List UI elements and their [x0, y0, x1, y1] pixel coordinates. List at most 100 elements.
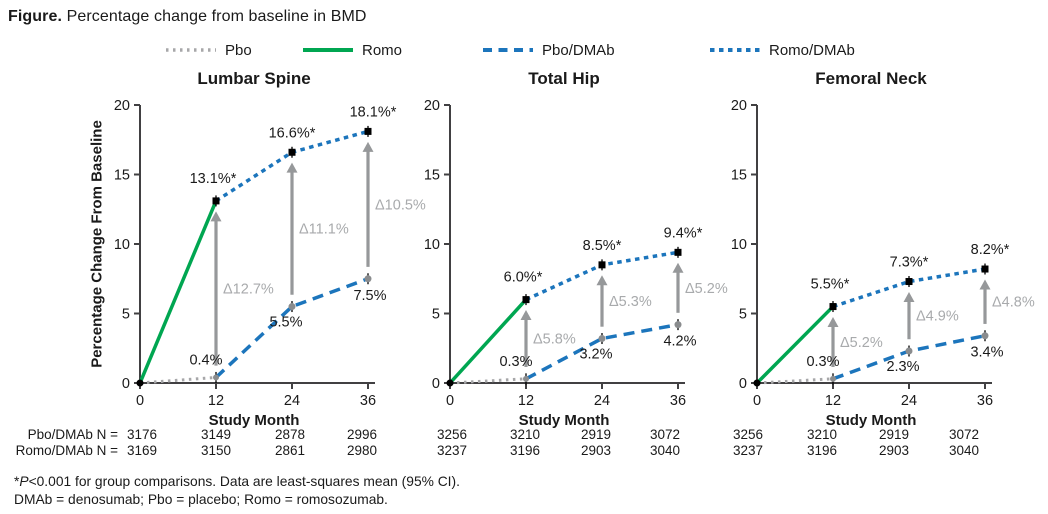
x-tick-label: 0: [136, 393, 144, 409]
y-tick-label: 10: [424, 237, 440, 253]
n-table-value: 3256: [436, 427, 468, 442]
legend-item-romo: Romo: [303, 41, 402, 59]
series-line-pbo: [756, 377, 834, 385]
point-label: 5.5%*: [811, 277, 850, 293]
point-label: 4.2%: [663, 334, 696, 350]
legend-item-pbo: Pbo: [166, 41, 252, 59]
n-table-value: 2903: [878, 443, 910, 458]
y-tick-label: 15: [424, 168, 440, 184]
figure-title-bold: Figure.: [8, 8, 63, 25]
data-point-pbo-dmab: [981, 332, 989, 340]
n-table-value: 3210: [806, 427, 838, 442]
series-line-romo: [448, 298, 528, 385]
y-tick-label: 0: [739, 376, 747, 392]
y-tick-label: 20: [731, 98, 747, 114]
data-point-baseline: [136, 379, 144, 387]
chart-panel-total-hip: Total Hip 0 5 10 15 20 0 12 24 36 Study Month Δ5.8%…: [424, 69, 728, 429]
point-label: 6.0%*: [504, 270, 543, 286]
point-label: 16.6%*: [269, 125, 316, 141]
delta-arrow-head: [596, 275, 608, 286]
n-table-value: 3040: [948, 443, 980, 458]
data-point-baseline: [446, 379, 454, 387]
data-point-romo-dmab: [522, 296, 530, 304]
data-point-romo-dmab: [674, 248, 682, 256]
n-table-value: 2980: [346, 443, 378, 458]
delta-label: Δ12.7%: [223, 281, 274, 297]
data-point-pbo: [523, 375, 529, 382]
x-tick-label: 24: [284, 393, 300, 409]
panel-title: Lumbar Spine: [197, 69, 310, 88]
point-label: 13.1%*: [190, 171, 237, 187]
figure-title: Figure. Percentage change from baseline …: [8, 8, 367, 26]
delta-arrow-head: [979, 279, 991, 290]
point-label: 0.3%: [499, 354, 532, 370]
x-tick-label: 36: [360, 393, 376, 409]
panel-title: Femoral Neck: [815, 69, 927, 88]
chart-panel-lumbar-spine: Lumbar Spine 0 5 10 15 20 0 12 24 36 Study Month Δ1…: [114, 69, 426, 429]
y-tick-label: 10: [731, 237, 747, 253]
n-table-value: 3196: [509, 443, 541, 458]
data-point-romo-dmab: [598, 261, 606, 269]
data-point-pbo: [830, 375, 836, 382]
delta-arrow-head: [827, 316, 839, 327]
point-label: 9.4%*: [664, 225, 703, 241]
panel-title: Total Hip: [528, 69, 599, 88]
y-tick-label: 5: [432, 307, 440, 323]
y-tick-label: 0: [122, 376, 130, 392]
point-label: 8.2%*: [971, 242, 1010, 258]
delta-label: Δ5.8%: [533, 332, 576, 348]
y-tick-label: 10: [114, 237, 130, 253]
legend-line-pbo-dmab-icon: [483, 48, 533, 52]
n-table-value: 3072: [649, 427, 681, 442]
point-label: 0.3%: [806, 354, 839, 370]
y-tick-label: 0: [432, 376, 440, 392]
x-tick-label: 12: [208, 393, 224, 409]
n-table-row-label-pbo-dmab: Pbo/DMAb N =: [27, 427, 118, 442]
data-point-pbo-dmab: [674, 321, 682, 329]
n-table-value: 2919: [580, 427, 612, 442]
data-point-romo-dmab: [364, 127, 372, 135]
point-label: 18.1%*: [350, 104, 397, 120]
legend-label-pbo: Pbo: [225, 41, 252, 59]
data-point-romo-dmab: [288, 148, 296, 156]
delta-label: Δ11.1%: [299, 222, 349, 238]
legend-label-pbo-dmab: Pbo/DMAb: [542, 41, 615, 59]
footnote-p-italic: P: [19, 474, 29, 489]
y-tick-label: 5: [739, 307, 747, 323]
delta-arrow-head: [286, 162, 298, 173]
y-tick-label: 15: [114, 168, 130, 184]
series-line-pbo: [449, 377, 527, 385]
y-tick-label: 20: [424, 98, 440, 114]
legend-line-romo-dmab-icon: [710, 48, 760, 52]
n-table-value: 3210: [509, 427, 541, 442]
delta-arrow-head: [903, 291, 915, 302]
x-tick-label: 24: [901, 393, 917, 409]
n-table-value: 3196: [806, 443, 838, 458]
data-point-romo-dmab: [981, 265, 989, 273]
data-point-romo-dmab: [212, 197, 220, 205]
footnote-asterisk: *: [14, 474, 20, 489]
point-label: 8.5%*: [583, 238, 622, 254]
legend-item-romo-dmab: Romo/DMAb: [710, 41, 855, 59]
data-point-pbo-dmab: [598, 335, 606, 343]
point-label: 3.4%: [970, 345, 1003, 361]
chart-panel-femoral-neck: Femoral Neck 0 5 10 15 20 0 12 24 36 Study Month Δ5…: [731, 69, 1035, 429]
delta-arrow-head: [210, 211, 222, 222]
n-table-value: 3150: [200, 443, 232, 458]
n-table-value: 2861: [274, 443, 306, 458]
n-table-value: 3072: [948, 427, 980, 442]
x-tick-label: 36: [670, 393, 686, 409]
n-table-value: 2996: [346, 427, 378, 442]
delta-label: Δ5.2%: [685, 281, 728, 297]
legend-line-pbo-icon: [166, 48, 216, 52]
x-tick-label: 12: [518, 393, 534, 409]
x-tick-label: 24: [594, 393, 610, 409]
n-table-value: 2903: [580, 443, 612, 458]
delta-label: Δ5.3%: [609, 294, 652, 310]
n-table-value: 3149: [200, 427, 232, 442]
delta-label: Δ4.9%: [916, 309, 959, 325]
footnote-pvalue-rest: <0.001 for group comparisons. Data are l…: [28, 474, 460, 489]
data-point-baseline: [753, 379, 761, 387]
n-table-value: 3237: [436, 443, 468, 458]
